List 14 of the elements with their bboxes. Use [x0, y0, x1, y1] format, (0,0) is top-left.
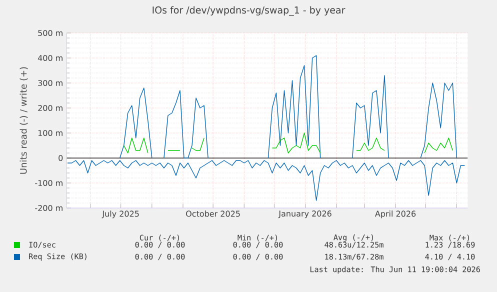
y-tick-label: 400 m: [38, 54, 62, 62]
x-tick-label: July 2025: [102, 210, 139, 218]
y-tick-label: 0: [58, 154, 63, 162]
x-tick-label: October 2025: [186, 210, 240, 217]
chart-title: IOs for /dev/ywpdns-vg/swap_1 - by year: [152, 6, 346, 16]
y-tick-label: 100 m: [38, 130, 62, 136]
y-tick-label: 500 m: [38, 30, 62, 36]
y-tick-label: -200 m: [35, 204, 62, 212]
y-tick-label: -100 m: [35, 180, 62, 186]
x-tick-label: April 2026: [374, 210, 416, 218]
y-tick-label: 200 m: [38, 104, 62, 112]
x-tick-label: January 2026: [278, 210, 332, 218]
y-axis-title: Units read (-) / write (+): [20, 67, 28, 174]
y-tick-label: 300 m: [38, 80, 62, 86]
